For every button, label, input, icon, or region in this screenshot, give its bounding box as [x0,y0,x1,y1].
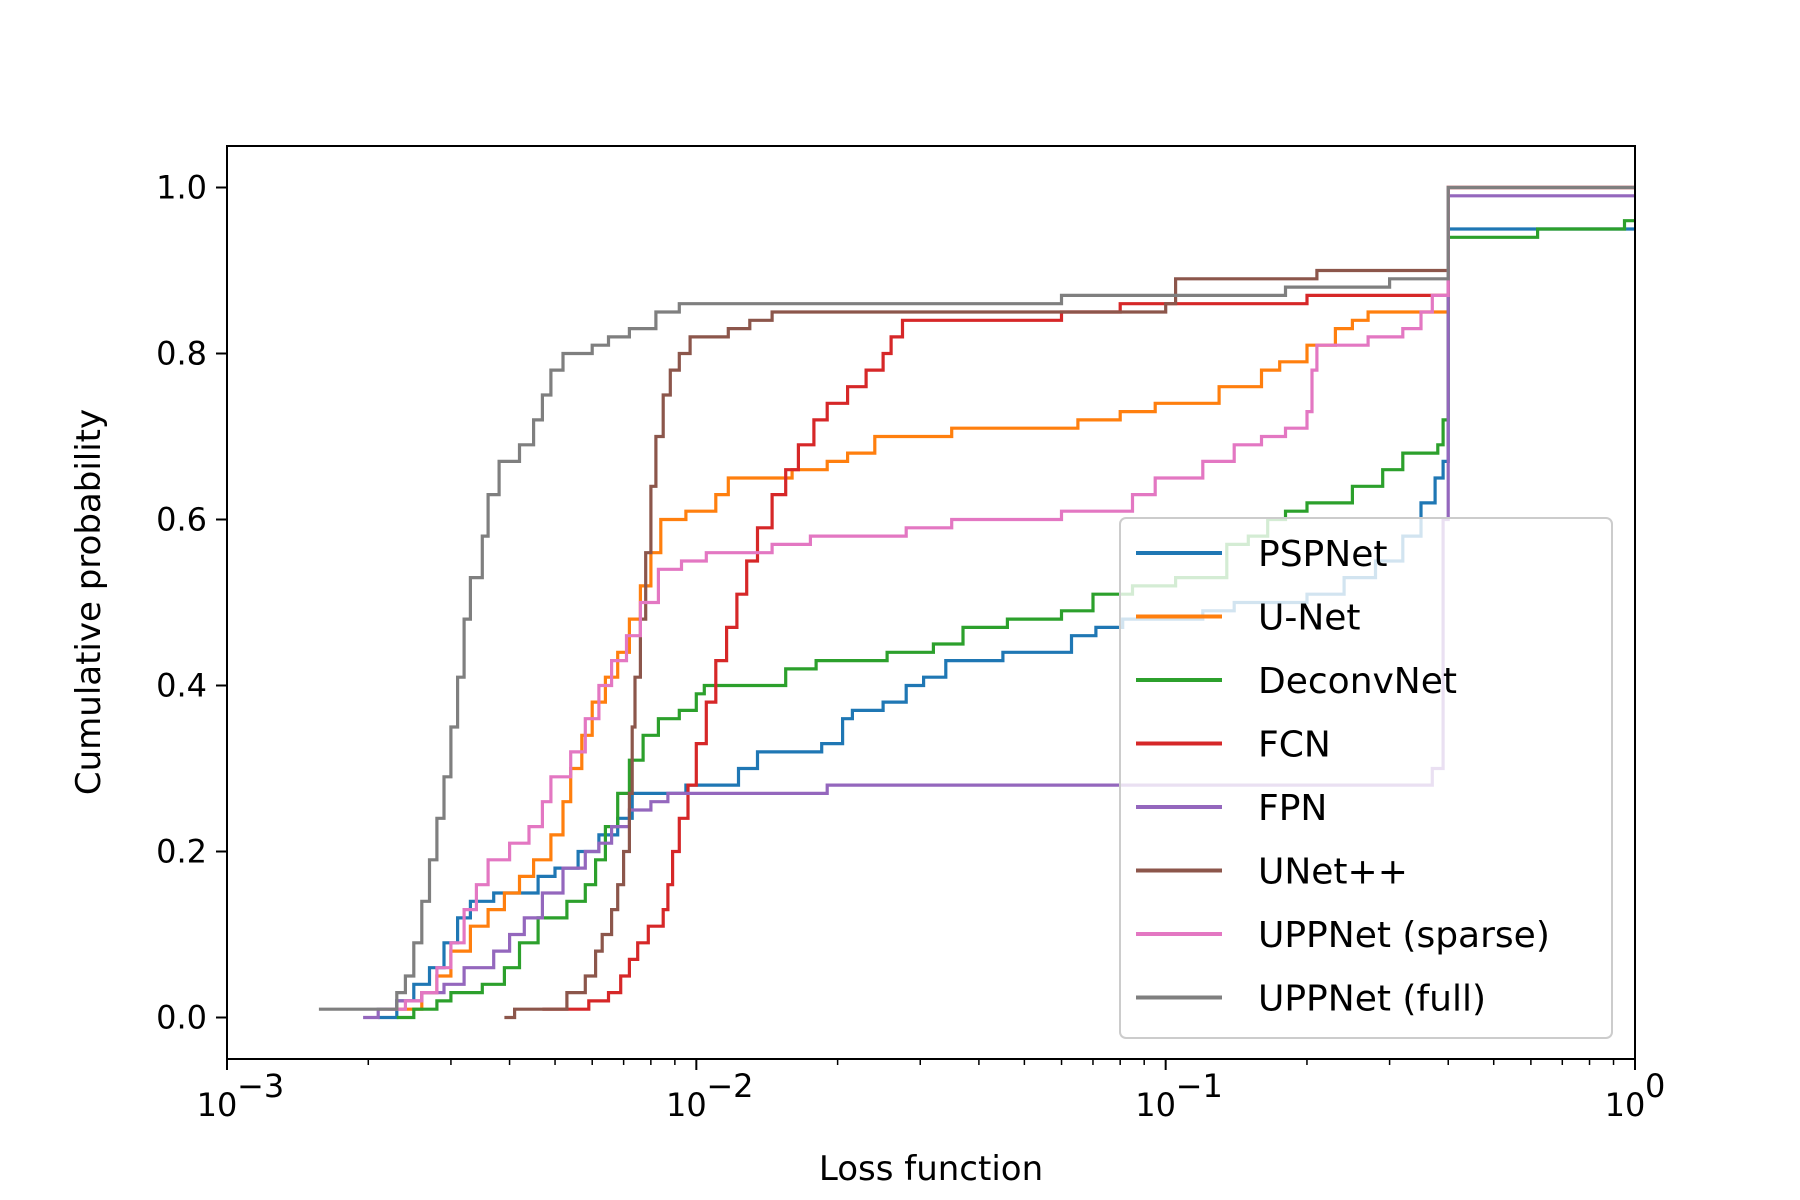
series-line-2 [396,219,1635,1020]
y-tick-label: 0.6 [156,501,207,539]
x-axis: 10 −3 10 −2 10 −1 10 0 [197,1059,1665,1124]
y-tick-label: 0.4 [156,667,207,705]
x-tick-exponent: −2 [706,1067,753,1105]
legend-label-4: FPN [1258,788,1327,829]
x-axis-title: Loss function [819,1149,1043,1189]
legend-label-0: PSPNet [1258,534,1387,575]
x-tick-label: 10 [197,1086,238,1124]
legend-label-2: DeconvNet [1258,661,1457,702]
y-tick-label: 0.0 [156,999,207,1037]
series-line-1 [396,185,1635,1011]
x-tick-label: 10 [1605,1086,1646,1124]
series-layer [318,185,1635,1020]
series-line-5 [504,185,1635,1020]
series-line-6 [387,185,1635,1011]
y-axis: 0.0 0.2 0.4 0.6 0.8 1.0 [156,169,227,1037]
series-line-7 [318,185,1635,1011]
y-tick-label: 0.2 [156,833,207,871]
legend-label-6: UPPNet (sparse) [1258,915,1550,956]
legend-label-5: UNet++ [1258,852,1408,893]
legend-label-1: U-Net [1258,598,1361,639]
x-tick-exponent: −3 [237,1067,284,1105]
y-tick-label: 0.8 [156,335,207,373]
x-tick-exponent: −1 [1176,1067,1223,1105]
series-line-3 [542,185,1635,1011]
legend-label-7: UPPNet (full) [1258,979,1486,1020]
x-tick-exponent: 0 [1645,1067,1665,1105]
y-axis-title: Cumulative probability [69,409,109,795]
legend-box [1119,517,1613,1039]
legend-label-3: FCN [1258,725,1331,766]
x-tick-label: 10 [1135,1086,1176,1124]
x-tick-label: 10 [666,1086,707,1124]
y-tick-label: 1.0 [156,169,207,207]
plot-frame [226,145,1636,1060]
legend: PSPNet U-Net DeconvNet FCN FPN UNet++ UPPNet (… [1119,517,1613,1039]
